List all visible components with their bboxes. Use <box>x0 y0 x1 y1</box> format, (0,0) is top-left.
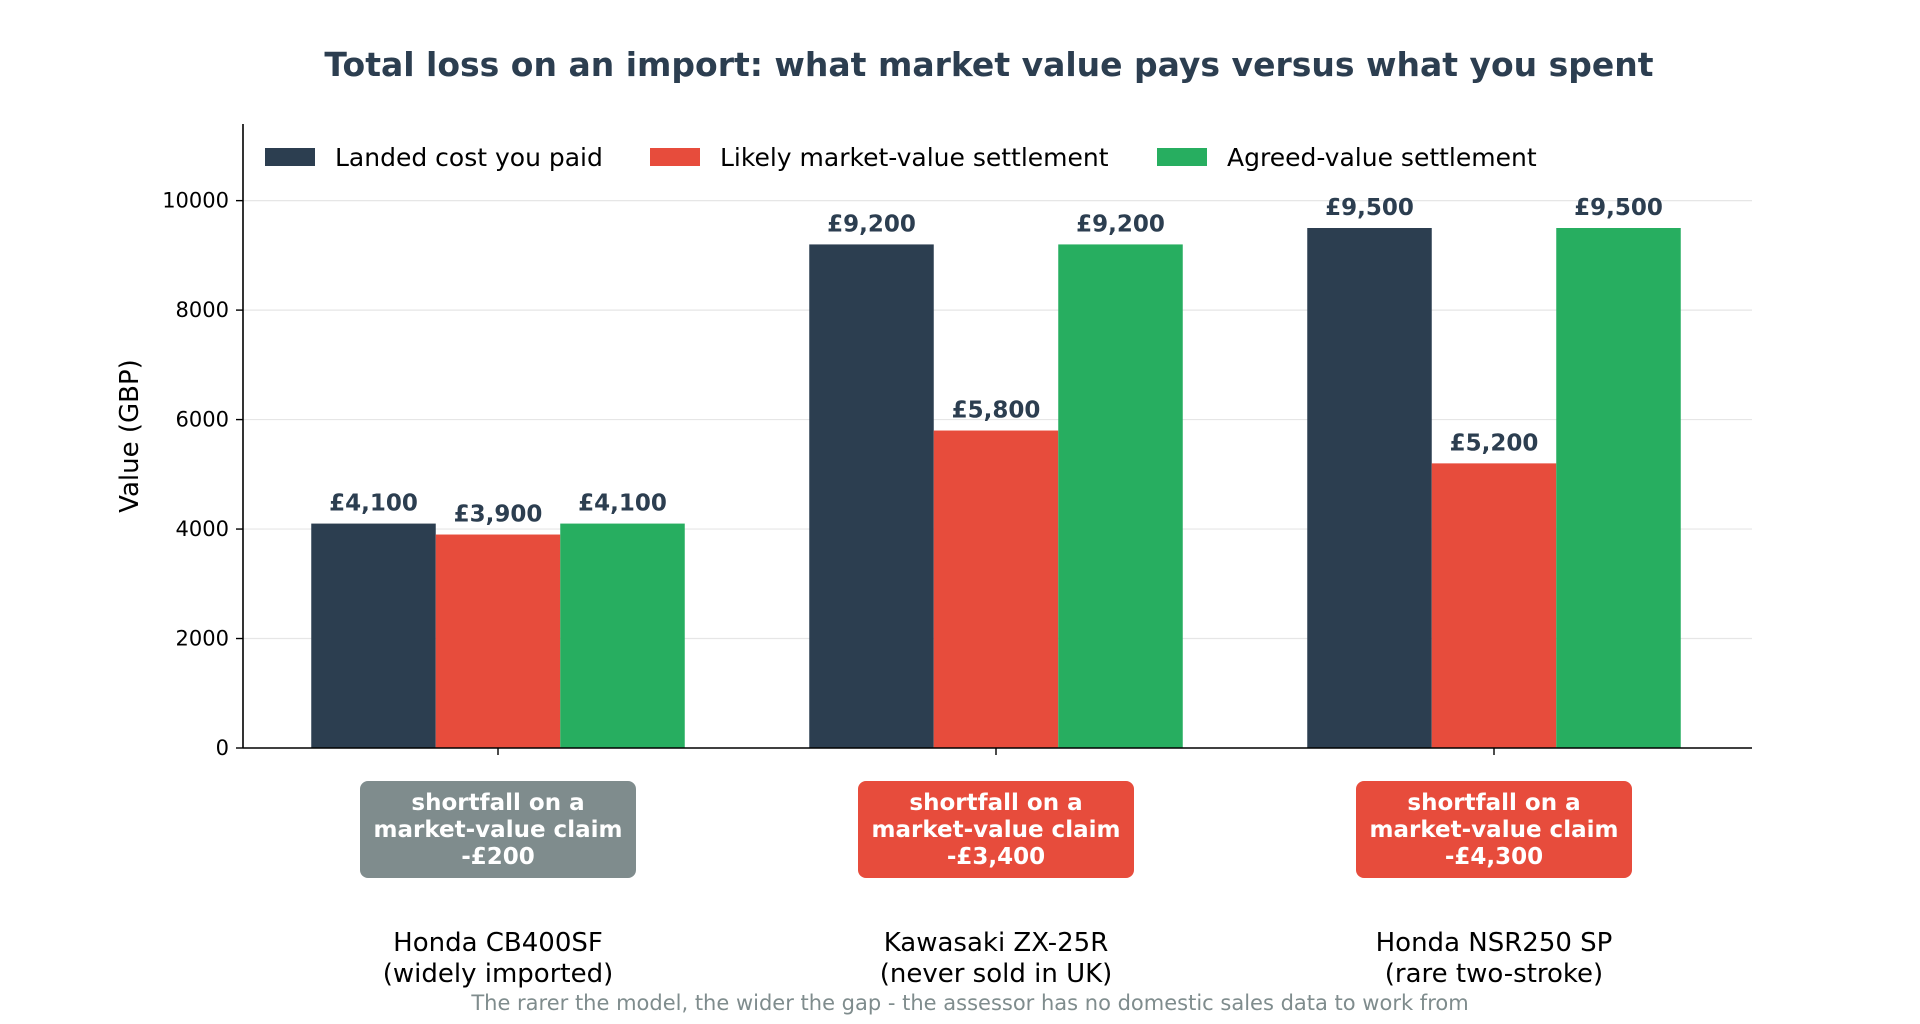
legend-label: Likely market-value settlement <box>720 143 1109 172</box>
x-category-label: (rare two-stroke) <box>1385 959 1603 989</box>
bar-value-label: £9,500 <box>1574 195 1663 221</box>
x-category-label: Kawasaki ZX-25R <box>884 928 1109 958</box>
bar-value-label: £5,800 <box>952 398 1041 424</box>
axes <box>242 124 1752 755</box>
bar <box>1058 244 1183 748</box>
y-tick-label: 4000 <box>176 517 229 541</box>
bars <box>311 228 1681 748</box>
legend-swatch <box>265 148 315 166</box>
bar-value-label: £9,500 <box>1325 195 1414 221</box>
bar <box>311 523 436 748</box>
shortfall-badge-text: -£3,400 <box>947 844 1045 870</box>
shortfall-badge <box>1356 781 1632 878</box>
y-tick-label: 10000 <box>162 189 229 213</box>
shortfall-badge-text: -£4,300 <box>1445 844 1543 870</box>
category-labels: Honda CB400SF(widely imported) Kawasaki Z… <box>383 928 1613 989</box>
bar-value-label: £9,200 <box>1076 211 1165 237</box>
legend-label: Landed cost you paid <box>335 143 603 172</box>
legend-swatch <box>650 148 700 166</box>
bar <box>435 534 561 748</box>
bar <box>809 244 934 748</box>
shortfall-badge-text: market-value claim <box>374 817 623 843</box>
x-category-label: (widely imported) <box>383 959 614 989</box>
shortfall-badge <box>858 781 1134 878</box>
bar <box>560 523 685 748</box>
legend: Landed cost you paid Likely market-value … <box>265 143 1537 172</box>
bar <box>1556 228 1681 748</box>
y-tick-label: 2000 <box>176 627 229 651</box>
shortfall-badge-text: shortfall on a <box>411 790 584 816</box>
y-tick-label: 6000 <box>176 408 229 432</box>
bar-value-label: £3,900 <box>454 502 543 528</box>
bar <box>933 430 1059 748</box>
bar-value-label: £9,200 <box>827 211 916 237</box>
y-tick-label: 8000 <box>176 298 229 322</box>
shortfall-badge-text: market-value claim <box>1370 817 1619 843</box>
y-tick-label: 0 <box>216 736 229 760</box>
legend-label: Agreed-value settlement <box>1227 143 1537 172</box>
y-axis-label: Value (GBP) <box>115 359 145 513</box>
chart-title: Total loss on an import: what market val… <box>324 45 1653 84</box>
legend-swatch <box>1157 148 1207 166</box>
bar <box>1307 228 1432 748</box>
shortfall-badge <box>360 781 636 878</box>
x-category-label: Honda CB400SF <box>393 928 603 958</box>
shortfall-badge-text: shortfall on a <box>909 790 1082 816</box>
shortfall-badge-text: shortfall on a <box>1407 790 1580 816</box>
bar <box>1431 463 1557 748</box>
shortfall-badge-text: market-value claim <box>872 817 1121 843</box>
footnote: The rarer the model, the wider the gap -… <box>470 991 1468 1015</box>
shortfall-badge-text: -£200 <box>461 844 535 870</box>
x-category-label: Honda NSR250 SP <box>1376 928 1613 958</box>
y-ticks: 0 2000 4000 6000 8000 10000 <box>162 189 243 760</box>
bar-value-label: £4,100 <box>578 491 667 517</box>
value-labels: £4,100 £9,200 £9,500 £3,900 £5,800 £5,200 £4,1… <box>329 195 1663 528</box>
bar-value-label: £5,200 <box>1450 430 1539 456</box>
bar-value-label: £4,100 <box>329 491 418 517</box>
x-category-label: (never sold in UK) <box>880 959 1113 989</box>
